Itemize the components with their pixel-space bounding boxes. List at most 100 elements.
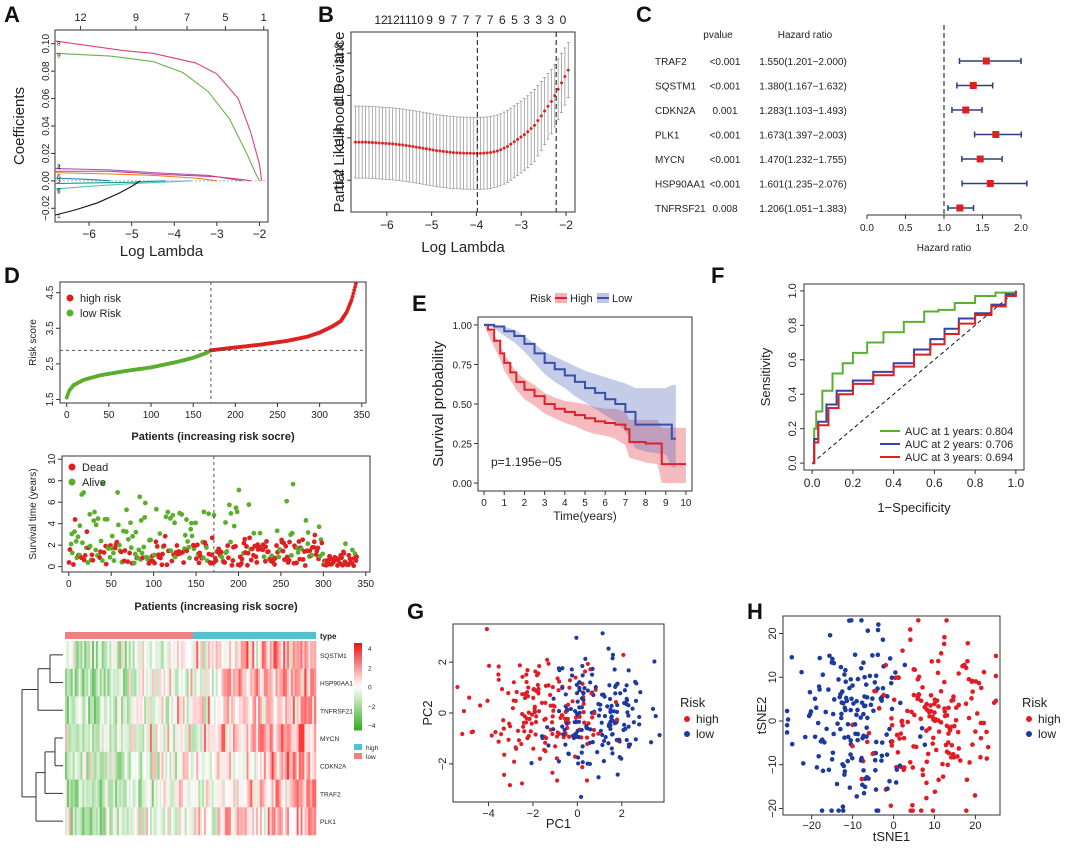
panel-g-point: [533, 669, 538, 674]
panel-g-point: [580, 663, 585, 669]
panel-h-point: [888, 680, 894, 686]
panel-g-point: [570, 699, 575, 704]
panel-g-point: [586, 721, 591, 726]
panel-d3-legend-swatch: [354, 714, 362, 718]
panel-a-path-7: [54, 180, 166, 185]
panel-d3-cell: [144, 751, 147, 780]
panel-d3-cell: [176, 751, 180, 780]
panel-d3-cell: [105, 696, 108, 725]
panel-e-pvalue: p=1.195e−05: [491, 455, 562, 469]
panel-h-point: [854, 712, 859, 718]
panel-d2-point: [161, 543, 167, 549]
panel-b-frame: [350, 31, 576, 213]
panel-f-xtick-label: 0.6: [926, 476, 943, 490]
panel-b-ytick-label: 11.2: [332, 169, 346, 192]
panel-h-point: [928, 703, 933, 708]
panel-d3-legend-swatch: [354, 671, 362, 674]
panel-d3-cell: [120, 696, 124, 725]
panel-d3-cell: [236, 696, 240, 725]
panel-h-point: [827, 653, 832, 659]
panel-d3-cell: [232, 751, 236, 780]
panel-g-point: [565, 707, 570, 712]
panel-b-toptick-label: 3: [523, 13, 530, 27]
panel-g-point: [566, 734, 572, 739]
panel-d2-point: [284, 498, 290, 504]
panel-d3-cell: [136, 696, 139, 725]
panel-d2-point: [265, 549, 271, 554]
panel-d3-cell: [244, 807, 247, 836]
panel-g-point: [599, 692, 605, 697]
panel-d3-cell: [211, 751, 214, 780]
panel-g-point: [637, 722, 642, 727]
panel-d3-legend-swatch: [354, 723, 362, 727]
panel-d3-cell: [130, 668, 133, 697]
panel-h-point: [808, 709, 814, 714]
panel-h-legend-high-dot: [1026, 716, 1032, 722]
panel-d3-cell: [277, 668, 280, 697]
panel-d3-cell: [192, 807, 195, 836]
panel-d3-cell: [105, 779, 108, 808]
panel-d3-cell: [167, 724, 170, 753]
panel-d3-cell: [99, 668, 102, 697]
panel-g-ytick-label: 2: [437, 659, 449, 665]
panel-h-point: [850, 743, 855, 749]
panel-d3-cell: [219, 724, 222, 753]
panel-d3-cell: [65, 779, 68, 808]
panel-d3-cell: [202, 641, 205, 670]
panel-d3-cell: [207, 779, 211, 808]
panel-h-point: [817, 655, 823, 661]
panel-d2-point: [320, 551, 326, 557]
panel-d3-cell: [246, 751, 249, 780]
panel-a-xlabel: Log Lambda: [120, 243, 204, 260]
panel-d3-cell: [240, 668, 243, 697]
panel-d3-cell: [204, 751, 207, 780]
panel-h-point: [920, 685, 925, 690]
panel-d3-cell: [246, 807, 249, 836]
panel-e-ylabel: Survival probability: [430, 341, 447, 467]
panel-d3-cell: [283, 807, 286, 836]
panel-d3-cell: [105, 724, 108, 753]
panel-d3-cell: [132, 807, 135, 836]
panel-h-point: [848, 752, 853, 757]
panel-d3-cell: [229, 751, 232, 780]
panel-g-point: [574, 682, 579, 687]
panel-d2-point: [343, 541, 348, 547]
panel-d3-cell: [192, 668, 195, 697]
panel-d3-cell: [288, 724, 292, 753]
panel-d2-point: [87, 543, 93, 549]
panel-h-point: [898, 731, 904, 736]
panel-d3-cell: [84, 641, 87, 670]
panel-d3-cell: [234, 668, 238, 697]
panel-d3-cell: [204, 668, 207, 697]
panel-d3-cell: [86, 696, 89, 725]
panel-d2-point: [341, 551, 347, 556]
panel-d3-cell: [107, 641, 110, 670]
panel-h-point: [965, 658, 970, 664]
panel-h-point: [969, 696, 974, 701]
panel-g-point: [565, 716, 570, 721]
panel-d3-cell: [277, 696, 280, 725]
panel-d2-point: [87, 511, 93, 517]
panel-d3-cell: [300, 779, 303, 808]
panel-d3-cell: [207, 724, 211, 753]
panel-a-ylabel: Coefficients: [11, 87, 28, 165]
panel-d3-cell: [140, 668, 143, 697]
panel-d3-cell: [88, 641, 91, 670]
panel-b-point: [553, 94, 557, 98]
panel-d2-point: [148, 537, 154, 543]
panel-d3-cell: [196, 751, 199, 780]
panel-d3-cell: [308, 751, 311, 780]
panel-label-D: D: [4, 263, 20, 288]
panel-d3-cell: [188, 751, 191, 780]
panel-h-point: [945, 762, 951, 768]
panel-h-point: [830, 750, 836, 756]
panel-d3-cell: [97, 696, 101, 725]
panel-d3-cell: [240, 696, 243, 725]
panel-d3-cell: [66, 807, 70, 836]
panel-d3-cell: [211, 641, 214, 670]
panel-h-point: [930, 741, 936, 746]
panel-d3-cell: [248, 807, 251, 836]
panel-d3-cell: [296, 696, 299, 725]
panel-g-point: [535, 682, 540, 688]
panel-d2-point: [111, 550, 116, 556]
